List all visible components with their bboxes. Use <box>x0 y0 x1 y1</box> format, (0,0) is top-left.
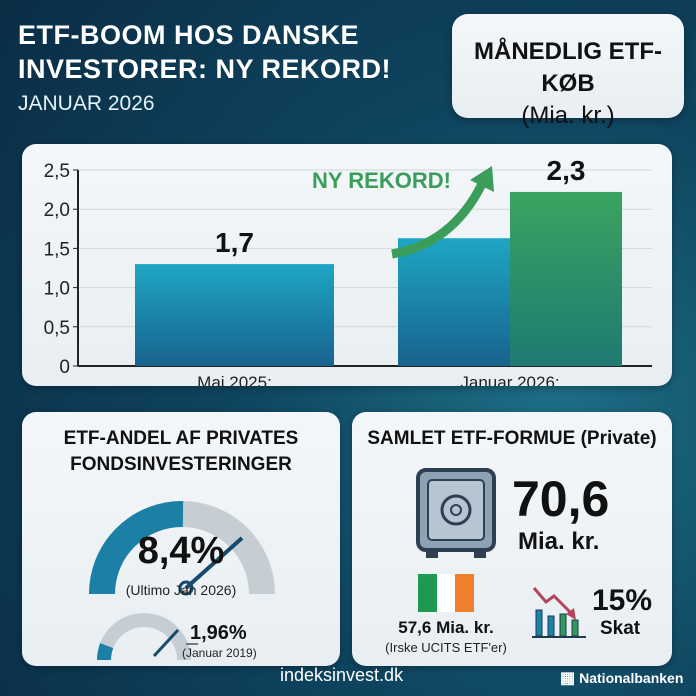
y-tick-label: 1,5 <box>44 239 70 260</box>
record-arrow-icon <box>391 181 487 259</box>
bar <box>510 191 622 366</box>
gauge-track <box>97 613 191 661</box>
gauge-needle-icon <box>184 536 244 590</box>
page-subtitle: JANUAR 2026 <box>18 92 155 115</box>
gauge-pivot <box>178 580 194 596</box>
title-line-1: ETF-BOOM HOS DANSKE <box>18 20 360 50</box>
share-current-value: 8,4% <box>137 530 225 572</box>
x-tick-label: Maj 2025: <box>197 373 272 386</box>
share-title: ETF-ANDEL AF PRIVATES FONDSINVESTERINGER <box>22 426 340 478</box>
chart-title-panel: MÅNEDLIG ETF-KØB (Mia. kr.) <box>452 14 684 129</box>
wealth-total-unit: Mia. kr. <box>518 528 600 555</box>
footer-site: indeksinvest.dk <box>280 665 404 685</box>
data-label: 2,3 <box>547 155 586 186</box>
share-past-value: 1,96% <box>190 622 247 644</box>
tax-value: 15% <box>592 584 653 617</box>
y-tick-label: 0 <box>59 357 70 378</box>
gauge-past <box>97 613 198 661</box>
y-tick-label: 2,5 <box>44 161 70 182</box>
bar-chart: 0 0,5 1,0 1,5 2,0 2,5 Maj 2025: 1,7 Januar 2026:… <box>44 155 652 392</box>
etf-wealth-panel: SAMLET ETF-FORMUE (Private) 70,6 Mia. kr… <box>352 412 672 666</box>
page-title: ETF-BOOM HOS DANSKE INVESTORER: NY REKORD… <box>18 18 391 86</box>
y-tick-label: 0,5 <box>44 318 70 339</box>
irish-value: 57,6 Mia. kr. <box>398 618 494 637</box>
bar <box>398 238 510 366</box>
share-title-line-1: ETF-ANDEL AF PRIVATES <box>63 428 299 449</box>
chart-title-main: MÅNEDLIG ETF-KØB <box>474 38 662 97</box>
wealth-total-value: 70,6 <box>512 471 610 527</box>
bar <box>135 264 334 366</box>
gauge-current <box>89 500 275 596</box>
chart-title-unit: (Mia. kr.) <box>521 102 615 129</box>
share-title-line-2: FONDSINVESTERINGER <box>70 454 292 475</box>
gauge-fill <box>89 500 184 595</box>
nationalbanken-logo-icon: ▦ <box>560 670 576 687</box>
gauge-fill <box>97 643 114 661</box>
data-label: 1,7 <box>215 227 254 258</box>
title-line-2: INVESTORER: NY REKORD! <box>18 54 392 84</box>
wealth-title: SAMLET ETF-FORMUE (Private) <box>367 428 657 449</box>
declining-chart-icon <box>532 587 586 638</box>
bar-chart-panel: 0 0,5 1,0 1,5 2,0 2,5 Maj 2025: 1,7 Januar 2026:… <box>22 144 672 392</box>
irish-label: (Irske UCITS ETF'er) <box>385 640 507 655</box>
etf-share-panel: ETF-ANDEL AF PRIVATES FONDSINVESTERINGER … <box>22 412 340 666</box>
safe-icon <box>416 468 496 558</box>
y-tick-label: 2,0 <box>44 200 70 221</box>
record-arrowhead-icon <box>470 166 494 192</box>
y-tick-label: 1,0 <box>44 279 70 300</box>
gauge-needle-icon <box>152 628 180 658</box>
ireland-flag-icon <box>418 574 475 612</box>
source-label: Nationalbanken <box>579 670 684 686</box>
share-past-label: (Januar 2019) <box>182 646 257 660</box>
tax-label: Skat <box>600 618 641 639</box>
chart-title: MÅNEDLIG ETF-KØB (Mia. kr.) <box>452 36 684 132</box>
footer-source: ▦ Nationalbanken <box>560 668 683 688</box>
share-current-label: (Ultimo Jan 2026) <box>125 582 237 598</box>
record-annotation: NY REKORD! <box>312 168 451 193</box>
x-tick-label: Januar 2026: <box>460 373 559 386</box>
